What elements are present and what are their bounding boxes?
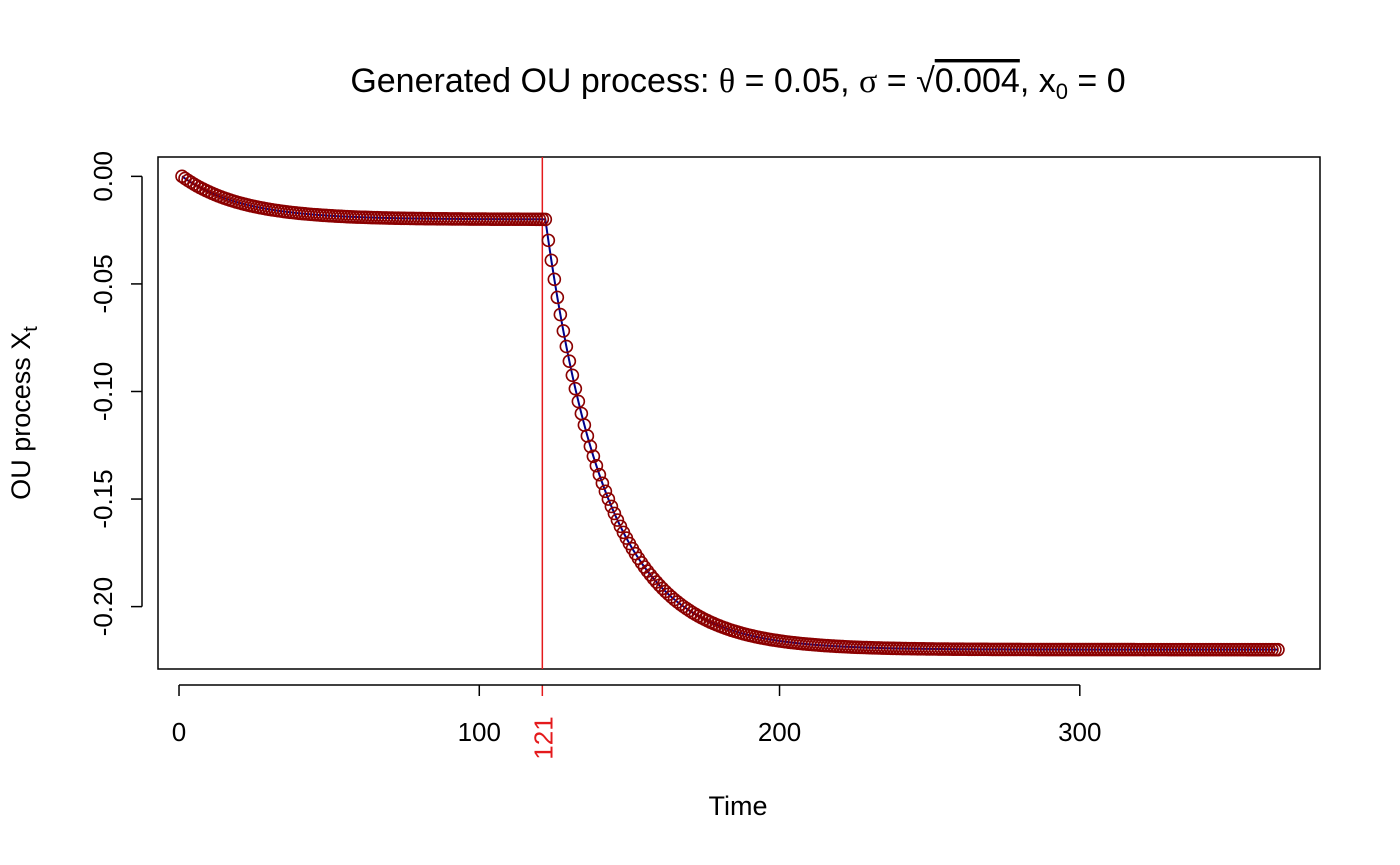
y-tick-label: -0.15 <box>88 469 118 528</box>
data-point <box>550 290 565 305</box>
x-tick-label: 0 <box>172 717 186 747</box>
data-point <box>559 339 574 354</box>
y-tick-label: -0.20 <box>88 577 118 636</box>
chart-title: Generated OU process: θ = 0.05, σ = √0.0… <box>350 62 1125 104</box>
data-point <box>598 484 613 499</box>
data-point <box>562 354 577 369</box>
plot-frame <box>157 156 1321 670</box>
data-point <box>592 467 607 482</box>
x-axis-title: Time <box>709 791 768 821</box>
y-tick-label: -0.05 <box>88 254 118 313</box>
x-tick-label: 300 <box>1058 717 1101 747</box>
data-point <box>586 449 601 464</box>
data-point <box>589 458 604 473</box>
y-axis: 0.00 -0.05 -0.10 -0.15 -0.20 <box>88 151 143 636</box>
y-tick-label: 0.00 <box>88 151 118 202</box>
data-point <box>607 506 622 521</box>
data-point <box>604 499 619 514</box>
data-point <box>544 253 559 268</box>
data-point <box>565 368 580 383</box>
data-point <box>571 394 586 409</box>
data-point <box>541 233 556 248</box>
x-axis: 0 100 200 300 <box>172 684 1101 747</box>
y-tick-label: -0.10 <box>88 362 118 421</box>
series-points-layer <box>175 169 1285 657</box>
data-point <box>583 439 598 454</box>
x-tick-label: 200 <box>758 717 801 747</box>
data-point <box>556 324 571 338</box>
changepoint-label: 121 <box>528 716 558 759</box>
y-axis-title: OU process Xt <box>6 326 42 500</box>
series-line-layer <box>181 175 1278 651</box>
x-tick-label: 100 <box>458 717 501 747</box>
data-point <box>568 381 583 396</box>
data-point <box>1271 642 1285 657</box>
sqrt-radicand: 0.004 <box>935 62 1020 100</box>
series-line <box>181 175 1278 651</box>
data-point <box>595 476 610 491</box>
data-point <box>601 492 616 506</box>
data-point <box>538 212 553 227</box>
sqrt-sign: √ <box>916 62 935 100</box>
data-point <box>610 513 625 527</box>
data-point <box>553 307 568 322</box>
data-point <box>547 272 562 287</box>
